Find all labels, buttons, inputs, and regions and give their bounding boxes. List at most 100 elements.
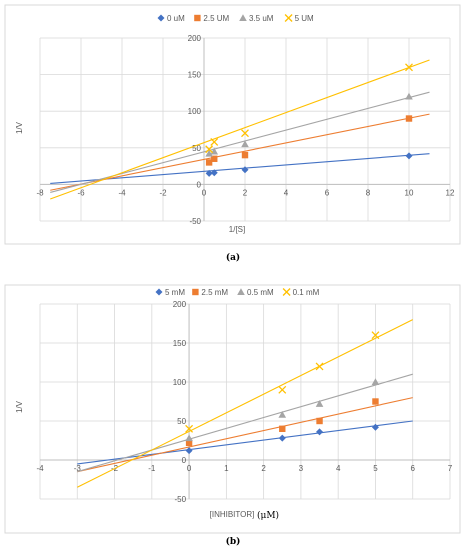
chart-b-x-tick-label: 0 bbox=[187, 464, 192, 473]
chart-b-x-tick-label: -1 bbox=[148, 464, 156, 473]
chart-b-y-tick-label: 100 bbox=[173, 378, 187, 387]
chart-a-y-tick-label: 100 bbox=[188, 107, 202, 116]
chart-a-x-tick-label: 8 bbox=[366, 188, 371, 197]
chart-b-point-3-3 bbox=[371, 331, 380, 340]
chart-b-point-1-3 bbox=[372, 398, 379, 405]
chart-b-y-tick-label: -50 bbox=[175, 495, 187, 504]
chart-b-point-0-0 bbox=[185, 447, 193, 455]
chart-a-point-2-0 bbox=[205, 149, 213, 157]
chart-a-trendline-0 bbox=[50, 153, 430, 184]
chart-a-series-1 bbox=[50, 113, 430, 191]
chart-a-frame bbox=[4, 4, 461, 245]
chart-a-x-tick-label: 0 bbox=[202, 188, 207, 197]
chart-b-y-axis-label: 1/V bbox=[15, 400, 24, 413]
chart-a-x-tick-label: -8 bbox=[36, 188, 44, 197]
chart-a-point-1-1 bbox=[211, 155, 218, 162]
chart-a-x-axis-label: 1/[S] bbox=[229, 225, 245, 234]
chart-b-x-tick-label: -3 bbox=[74, 464, 82, 473]
chart-b-point-2-3 bbox=[371, 378, 380, 385]
chart-a-point-1-0 bbox=[205, 159, 213, 166]
chart-b-point-1-2 bbox=[316, 417, 323, 425]
chart-b-frame bbox=[4, 284, 461, 534]
chart-a-x-tick-label: 12 bbox=[446, 188, 455, 197]
chart-a-series-0 bbox=[50, 152, 430, 184]
chart-a-legend-label-3: 5 UM bbox=[295, 14, 314, 23]
caption-a: (a) bbox=[225, 253, 241, 263]
chart-b-point-3-0 bbox=[185, 424, 194, 433]
chart-b-point-0-2 bbox=[316, 428, 324, 436]
chart-a-y-tick-label: 50 bbox=[192, 144, 201, 153]
chart-a-point-1-2 bbox=[241, 151, 249, 159]
caption-b: (b) bbox=[225, 537, 241, 547]
chart-b-y-tick-label: 200 bbox=[173, 300, 187, 309]
chart-b-point-2-1 bbox=[278, 410, 287, 418]
chart-a-legend: 0 uM 2.5 UM 3.5 uM 5 UM bbox=[157, 14, 314, 23]
chart-b-legend-label-1: 2.5 mM bbox=[201, 288, 228, 297]
chart-b-trendline-2 bbox=[77, 373, 413, 473]
chart-b-legend-marker-1 bbox=[192, 288, 199, 296]
chart-a-x-tick-label: 10 bbox=[405, 188, 414, 197]
chart-b-legend: 5 mM 2.5 mM 0.5 mM 0.1 mM bbox=[155, 288, 320, 297]
chart-b-x-axis-unit: (μM) bbox=[257, 510, 279, 521]
chart-b-y-tick-label: 50 bbox=[177, 417, 186, 426]
chart-a-x-tick-label: -4 bbox=[118, 188, 126, 197]
chart-a-legend-marker-0 bbox=[157, 14, 165, 22]
chart-b-y-tick-label: 0 bbox=[182, 456, 187, 465]
chart-a-legend-label-2: 3.5 uM bbox=[249, 14, 274, 23]
chart-a-y-tick-label: 150 bbox=[188, 71, 202, 80]
chart-b-legend-label-3: 0.1 mM bbox=[293, 288, 320, 297]
chart-b-point-2-0 bbox=[185, 434, 193, 442]
chart-a-point-1-3 bbox=[405, 115, 413, 122]
chart-a-x-tick-label: 2 bbox=[243, 188, 248, 197]
chart-a-trendline-1 bbox=[50, 113, 430, 191]
chart-a-y-tick-label: 0 bbox=[197, 180, 202, 189]
chart-a-legend-label-0: 0 uM bbox=[167, 14, 185, 23]
chart-a-trendline-3 bbox=[50, 59, 430, 200]
chart-b-legend-label-0: 5 mM bbox=[165, 288, 185, 297]
chart-a-series-3 bbox=[50, 59, 430, 200]
chart-a-legend-label-1: 2.5 UM bbox=[203, 14, 229, 23]
chart-a-point-3-2 bbox=[241, 129, 249, 138]
chart-a-point-2-3 bbox=[405, 92, 413, 100]
chart-b-point-1-0 bbox=[185, 439, 193, 447]
chart-b-x-tick-label: 3 bbox=[299, 464, 304, 473]
chart-b-point-2-2 bbox=[315, 400, 324, 407]
chart-b-series-2 bbox=[77, 373, 413, 473]
chart-b-x-tick-label: 7 bbox=[448, 464, 453, 473]
chart-b: -4-3-2-101234567-50050100150200[INHIBITO… bbox=[4, 284, 461, 534]
chart-b-trendline-3 bbox=[77, 319, 413, 488]
chart-a-x-tick-label: -6 bbox=[77, 188, 85, 197]
chart-a-point-3-3 bbox=[405, 63, 413, 72]
chart-a-x-tick-label: 6 bbox=[325, 188, 330, 197]
chart-b-point-0-1 bbox=[278, 434, 286, 442]
chart-a-point-2-2 bbox=[241, 140, 249, 148]
chart-b-x-tick-label: 4 bbox=[336, 464, 341, 473]
chart-b-point-1-1 bbox=[279, 425, 286, 432]
chart-a-point-0-1 bbox=[210, 169, 218, 177]
chart-b-x-tick-label: -4 bbox=[36, 464, 44, 473]
chart-b-legend-marker-3 bbox=[282, 288, 291, 296]
chart-b-trendline-0 bbox=[77, 420, 413, 465]
chart-a-x-tick-label: 4 bbox=[284, 188, 289, 197]
chart-a: -8 -6 -4 -2 0 2 4 6 8 10 12 -50 0 50 100 150 200 1/[S] 1/V… bbox=[4, 4, 461, 245]
chart-a-y-tick-label: -50 bbox=[189, 217, 201, 226]
chart-a-point-0-2 bbox=[241, 166, 249, 174]
chart-b-x-tick-label: 2 bbox=[261, 464, 266, 473]
chart-a-point-3-0 bbox=[205, 145, 214, 154]
chart-b-point-3-2 bbox=[315, 362, 324, 371]
chart-b-series-3 bbox=[77, 319, 413, 488]
chart-panel-b: -4-3-2-101234567-50050100150200[INHIBITO… bbox=[0, 279, 466, 550]
chart-a-point-3-1 bbox=[210, 137, 219, 146]
chart-b-point-0-3 bbox=[371, 423, 379, 431]
chart-a-legend-marker-2 bbox=[239, 14, 247, 21]
chart-b-x-axis-label: [INHIBITOR] bbox=[210, 510, 255, 519]
chart-b-x-tick-label: 1 bbox=[224, 464, 229, 473]
chart-b-legend-label-2: 0.5 mM bbox=[247, 288, 274, 297]
chart-b-legend-marker-2 bbox=[237, 288, 245, 295]
chart-panel-a: -8 -6 -4 -2 0 2 4 6 8 10 12 -50 0 50 100 150 200 1/[S] 1/V… bbox=[0, 0, 466, 268]
chart-a-point-0-3 bbox=[405, 152, 413, 160]
chart-b-legend-marker-0 bbox=[155, 288, 163, 296]
chart-a-y-axis-label: 1/V bbox=[15, 121, 24, 134]
chart-b-x-tick-label: 5 bbox=[373, 464, 378, 473]
chart-b-point-3-1 bbox=[278, 385, 287, 394]
